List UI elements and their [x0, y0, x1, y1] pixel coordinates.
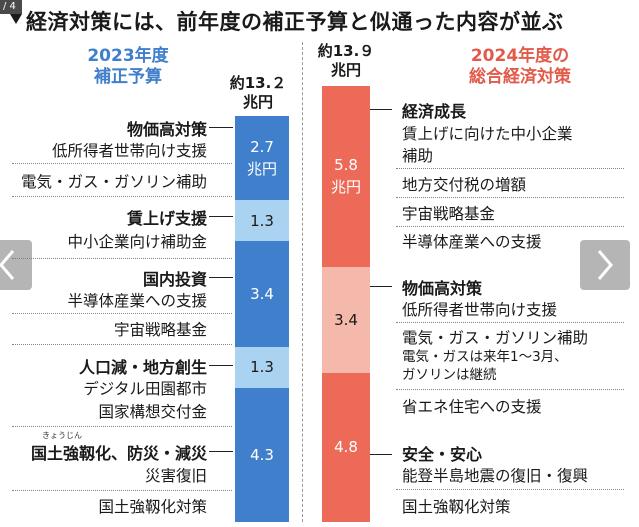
left-category-4: 人口減・地方創生	[78, 358, 207, 377]
right-item: 能登半島地震の復旧・復興	[402, 467, 589, 485]
right-category-1: 経済成長	[402, 102, 467, 121]
row-separator	[396, 197, 624, 198]
left-item: 電気・ガス・ガソリン補助	[20, 173, 207, 191]
bar-value-label: 3.4	[250, 285, 274, 303]
right-total-value: 約13.９	[317, 42, 375, 60]
right-item: 補助	[402, 147, 434, 165]
left-header: 2023年度 補正予算	[58, 46, 198, 88]
left-item: 国土強靱化対策	[98, 498, 207, 516]
row-separator	[12, 196, 232, 197]
image-counter: / 4	[0, 0, 22, 14]
right-note: 電気・ガスは来年1～3月、	[402, 349, 568, 365]
right-item: 地方交付税の増額	[402, 176, 527, 194]
left-category-5: 国土強靱化、防災・減災	[30, 444, 207, 463]
furigana: きょうじん	[42, 431, 82, 440]
left-category-2: 賃上げ支援	[126, 209, 207, 228]
left-tick-3	[209, 277, 233, 278]
bar-value-label: 4.3	[250, 445, 274, 464]
row-separator	[396, 168, 624, 169]
right-tick-3	[370, 454, 392, 455]
right-total-unit: 兆円	[330, 61, 361, 79]
right-item: 半導体産業への支援	[402, 233, 542, 251]
right-item: 低所得者世帯向け支援	[402, 301, 558, 319]
left-tick-5	[209, 451, 233, 452]
row-separator	[12, 258, 232, 259]
bar-value-label: 1.3	[250, 211, 274, 230]
row-separator	[12, 313, 232, 314]
left-tick-2	[209, 216, 233, 217]
left-item: 災害復旧	[144, 467, 207, 485]
bar-value-label: 2.7 兆円	[246, 138, 277, 179]
left-bar-segment: 4.3	[235, 387, 289, 522]
right-bar-segment: 5.8 兆円	[322, 86, 370, 267]
left-item: 中小企業向け補助金	[67, 233, 207, 251]
row-separator	[396, 489, 624, 490]
right-tick-1	[370, 109, 392, 110]
right-header-line2: 総合経済対策	[469, 67, 571, 87]
left-item: 半導体産業への支援	[67, 292, 207, 310]
center-divider	[302, 42, 303, 522]
left-item: 宇宙戦略基金	[113, 321, 207, 339]
chevron-left-icon	[0, 250, 15, 280]
right-item: 国土強靱化対策	[402, 498, 511, 516]
right-item: 省エネ住宅への支援	[402, 398, 542, 416]
bar-value-label: 3.4	[334, 310, 358, 329]
left-tick-4	[209, 365, 233, 366]
right-total: 約13.９ 兆円	[306, 42, 386, 80]
right-item: 賃上げに向けた中小企業	[402, 125, 573, 143]
left-item: デジタル田園都市	[83, 380, 207, 398]
next-button[interactable]	[580, 240, 630, 290]
left-bar-segment: 2.7 兆円	[235, 116, 289, 201]
left-bar-segment: 1.3	[235, 347, 289, 388]
left-total-value: 約13.２	[229, 74, 287, 92]
row-separator	[396, 389, 624, 390]
right-bar-segment: 4.8	[322, 372, 370, 522]
left-bar-segment: 1.3	[235, 200, 289, 241]
right-bar-segment: 3.4	[322, 266, 370, 373]
left-total-unit: 兆円	[242, 93, 273, 111]
left-header-line2: 補正予算	[94, 67, 162, 87]
row-separator	[12, 163, 232, 164]
left-category-1: 物価高対策	[126, 120, 207, 139]
row-separator	[12, 490, 232, 491]
right-category-3: 安全・安心	[402, 445, 483, 464]
bar-value-label: 4.8	[334, 438, 358, 457]
right-category-2: 物価高対策	[402, 279, 483, 298]
right-item: 宇宙戦略基金	[402, 205, 496, 223]
right-header: 2024年度の 総合経済対策	[435, 46, 605, 88]
right-tick-2	[370, 286, 392, 287]
chevron-right-icon	[597, 250, 613, 280]
row-separator	[396, 226, 624, 227]
bar-value-label: 1.3	[250, 358, 274, 377]
bar-value-label: 5.8 兆円	[330, 156, 361, 197]
right-header-line1: 2024年度の	[470, 46, 570, 66]
left-category-3: 国内投資	[142, 270, 207, 289]
left-item: 国家構想交付金	[98, 403, 207, 421]
left-bar-segment: 3.4	[235, 240, 289, 348]
right-note: ガソリンは継続	[402, 367, 497, 383]
prev-button[interactable]	[0, 240, 32, 290]
title-marker-icon	[10, 14, 22, 24]
row-separator	[12, 426, 232, 427]
left-total: 約13.２ 兆円	[218, 74, 298, 112]
row-separator	[12, 344, 232, 345]
left-item: 低所得者世帯向け支援	[51, 142, 207, 160]
right-item: 電気・ガス・ガソリン補助	[402, 329, 589, 347]
row-separator	[396, 322, 624, 323]
left-tick-1	[209, 127, 233, 128]
left-header-line1: 2023年度	[87, 46, 169, 66]
page-title: 経済対策には、前年度の補正予算と似通った内容が並ぶ	[26, 10, 564, 34]
